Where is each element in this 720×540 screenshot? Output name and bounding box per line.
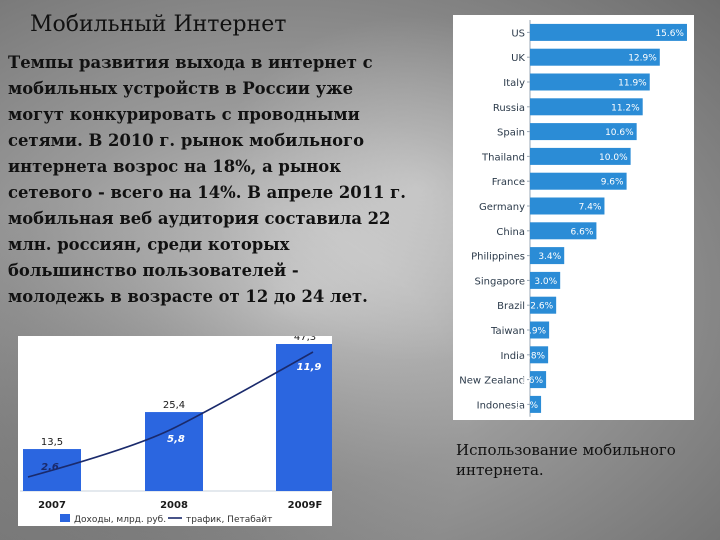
year-label: 2009F [288,500,323,511]
bar-value-label: 1.6% [520,376,543,386]
body-text: Темпы развития выхода в интернет с мобил… [8,53,406,306]
bar-value-label: 7.4% [579,203,602,213]
revenue-bar-label: 25,4 [163,400,185,411]
traffic-point-label: 5,8 [167,434,185,445]
bar-indonesia [530,395,542,413]
bar-value-label: 10.0% [599,153,628,163]
bar-value-label: 1.8% [522,351,545,361]
bar-uk [530,48,660,66]
bar-category-label: Italy [503,78,525,89]
traffic-line [27,351,314,478]
bar-value-label: 9.6% [601,178,624,188]
bar-italy [530,73,650,91]
bar-brazil [530,296,557,314]
bar-value-label: 1.9% [523,327,546,337]
bar-value-label: 11.2% [611,103,640,113]
bar-category-label: Germany [479,202,525,213]
revenue-bar-2008 [145,412,203,491]
revenue-traffic-chart: 13,5 2007 25,4 2008 47,3 2009F 2.6 5,8 11,9 Доход… [18,332,334,526]
bar-category-label: Taiwan [490,326,525,337]
bar-category-label: US [511,28,525,39]
bar-philippines [530,247,565,265]
bar-category-label: Singapore [475,276,525,287]
bar-value-label: 2.6% [530,302,553,312]
legend-label-traffic: трафик, Петабайт [186,515,272,525]
bar-category-label: China [496,227,525,238]
bar-category-label: UK [511,53,525,64]
revenue-bar-label: 47,3 [294,336,316,343]
traffic-point-label: 2.6 [41,462,59,473]
bar-category-label: France [492,177,525,188]
bar-value-label: 10.6% [605,128,634,138]
bar-category-label: Russia [493,103,525,114]
bar-germany [530,197,605,215]
country-bar-chart-svg: US 15.6% UK 12.9% Italy 11.9% Russia 11.2% Spain… [459,20,687,417]
bar-category-label: New Zealand [459,376,525,387]
bar-china [530,222,597,240]
bar-france [530,172,627,190]
bar-category-label: Indonesia [477,400,525,411]
bar-category-label: Spain [497,128,525,139]
revenue-traffic-chart-svg: 13,5 2007 25,4 2008 47,3 2009F 2.6 5,8 11,9 Доход… [20,332,334,525]
bar-us [530,23,687,41]
chart-caption: Использование мобильного интернета. [456,441,676,479]
revenue-bar-2009F [276,344,334,491]
bar-value-label: 15.6% [655,29,684,39]
traffic-point-label: 11,9 [297,362,322,373]
bar-singapore [530,271,561,289]
bar-spain [530,123,637,141]
bar-value-label: 6.6% [571,227,594,237]
country-bar-chart: US 15.6% UK 12.9% Italy 11.9% Russia 11.2% Spain… [453,15,694,420]
bar-category-label: Brazil [497,301,525,312]
bar-value-label: 1.1% [515,401,538,411]
bar-india [530,346,549,364]
year-label: 2008 [160,500,188,511]
bar-value-label: 3.4% [538,252,561,262]
bar-value-label: 12.9% [628,54,657,64]
legend-label-revenue: Доходы, млрд. руб. [74,515,166,525]
bar-new-zealand [530,371,547,389]
bar-category-label: Philippines [471,252,525,263]
page-title: Мобильный Интернет [30,12,287,37]
bar-value-label: 3.0% [534,277,557,287]
bar-category-label: India [500,351,525,362]
bar-russia [530,98,643,116]
legend-swatch-revenue [60,514,70,522]
revenue-bar-label: 13,5 [41,437,63,448]
bar-taiwan [530,321,550,339]
bar-category-label: Thailand [481,152,525,163]
year-label: 2007 [38,500,66,511]
bar-value-label: 11.9% [618,79,647,89]
bar-thailand [530,147,631,165]
